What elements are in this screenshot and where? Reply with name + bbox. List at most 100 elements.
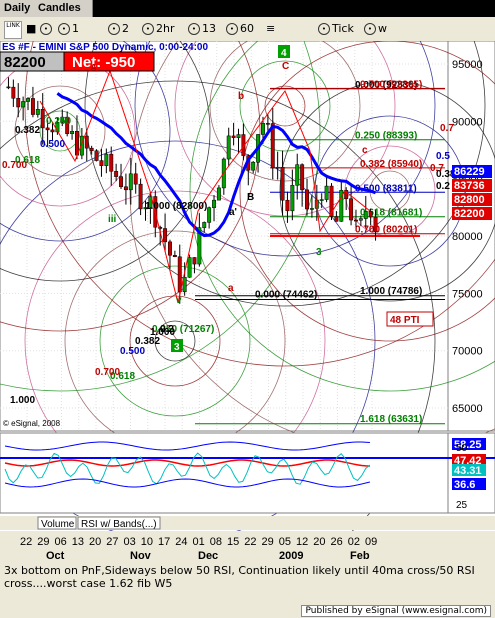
- candle-body: [138, 183, 143, 210]
- rsi-badge-label: 58.25: [454, 439, 482, 451]
- fib-level-label: 0.700 (80201): [355, 225, 417, 236]
- rsi-badge: [452, 454, 486, 466]
- chart-annotation: 0.2: [160, 324, 174, 335]
- candle-body: [309, 208, 314, 210]
- candle-body: [89, 147, 94, 151]
- rsi-upper-band: [4, 441, 370, 451]
- chart-annotation: 0.500: [120, 346, 145, 357]
- chart-annotation: a': [229, 207, 237, 218]
- x-tick-label: 27: [106, 536, 118, 548]
- candle-body: [40, 108, 45, 129]
- status-panel: 3x bottom on PnF,Sideways below 50 RSI, …: [0, 562, 495, 604]
- candle-body: [295, 164, 300, 186]
- wave3-label: 3: [174, 342, 180, 353]
- x-tick-label: 22: [244, 536, 256, 548]
- candle-body: [65, 116, 70, 134]
- rsi-badge: [452, 464, 486, 476]
- price-badge: [452, 193, 492, 206]
- chart-annotation: b: [238, 91, 244, 102]
- fib-level-label: 0.000 (74462): [255, 290, 317, 301]
- candle-body: [60, 116, 65, 123]
- x-tick-label: 24: [175, 536, 187, 548]
- x-tick-label: 01: [193, 536, 205, 548]
- chart-tab[interactable]: Daily Candles: [0, 0, 93, 17]
- candle-body: [241, 134, 246, 156]
- toolbar-circle-1[interactable]: •: [40, 21, 54, 37]
- candle-body: [300, 164, 305, 191]
- candle-body: [182, 277, 187, 293]
- chart-annotation: 0.250 (71267): [152, 324, 214, 335]
- candle-body: [70, 130, 75, 134]
- fib-circle: [0, 41, 171, 242]
- y-tick-label: 65000: [452, 403, 483, 415]
- fib-circle: [0, 41, 211, 282]
- volume-tab-label: Volume: [41, 519, 75, 530]
- fib-circle: [0, 41, 261, 332]
- volume-tab: [37, 516, 77, 530]
- fib-circle: [279, 80, 495, 302]
- fib-circle: [14, 85, 106, 177]
- candle-body: [6, 86, 11, 89]
- toolbar-label: 1: [72, 22, 79, 35]
- toolbar-interval-2hr[interactable]: • 2hr: [142, 21, 175, 37]
- y-tick-label: 75000: [452, 288, 483, 300]
- circle-icon: •: [188, 23, 200, 35]
- price-chart[interactable]: 950009000085000800007500070000650000.000…: [0, 41, 495, 562]
- candle-body: [192, 257, 197, 265]
- toolbar-chk[interactable]: ■: [26, 22, 37, 35]
- fib-circle: [154, 320, 196, 362]
- toolbar-interval-13[interactable]: • 13: [188, 21, 216, 37]
- fib-circle: [239, 41, 495, 342]
- circle-icon: •: [318, 23, 330, 35]
- candle-body: [45, 127, 50, 131]
- toolbar-interval-60[interactable]: • 60: [226, 21, 254, 37]
- price-badge-label: 83736: [454, 180, 485, 192]
- x-tick-label: 20: [89, 536, 101, 548]
- x-tick-label: 08: [210, 536, 222, 548]
- fib-circle: [99, 265, 251, 417]
- candle-body: [35, 108, 40, 115]
- x-axis-area: [0, 531, 495, 562]
- toolbar-interval-2[interactable]: • 2: [108, 21, 129, 37]
- chart-annotation: c: [362, 145, 368, 156]
- status-text: 3x bottom on PnF,Sideways below 50 RSI, …: [4, 564, 475, 590]
- candle-body: [172, 254, 177, 258]
- x-tick-label: 12: [296, 536, 308, 548]
- chart-annotation: 0.700: [2, 160, 27, 171]
- chart-annotation: 0.700: [95, 367, 120, 378]
- circle-icon: •: [58, 23, 70, 35]
- net-value: Net: -950: [72, 54, 135, 71]
- x-tick-label: 06: [55, 536, 67, 548]
- chart-annotation: v: [176, 295, 182, 306]
- candle-body: [216, 187, 221, 201]
- candle-body: [119, 176, 123, 188]
- candle-body: [99, 160, 104, 166]
- candle-body: [168, 241, 172, 256]
- candle-body: [373, 216, 378, 233]
- toolbar-interval-tick[interactable]: • Tick: [318, 21, 354, 37]
- chart-annotation: 0.618: [110, 371, 135, 382]
- link-icon[interactable]: LINK: [4, 21, 22, 39]
- fib-level-label: 0.500 (83811): [355, 183, 417, 194]
- x-tick-label: 17: [158, 536, 170, 548]
- footer: Published by eSignal (www.esignal.com): [0, 604, 495, 618]
- pti-box: [386, 311, 434, 327]
- x-tick-label: 20: [313, 536, 325, 548]
- chart-annotation: iii: [108, 214, 117, 225]
- copyright-label: © eSignal, 2008: [3, 419, 61, 428]
- chart-annotation: 0.250: [46, 116, 71, 127]
- toolbar-interval-w[interactable]: • w: [364, 21, 387, 37]
- candle-body: [212, 199, 216, 208]
- x-tick-label: 26: [331, 536, 343, 548]
- candle-body: [329, 185, 334, 217]
- chart-annotation: 0.5: [436, 151, 450, 162]
- candle-body: [354, 219, 358, 222]
- candle-body: [30, 98, 35, 115]
- candle-body: [11, 86, 16, 99]
- chart-annotation: 0.382: [135, 336, 160, 347]
- x-tick-label: 22: [20, 536, 32, 548]
- toolbar-bars-icon[interactable]: ≡: [266, 22, 276, 35]
- chart-annotation: 0.7: [430, 163, 444, 174]
- x-group-label: Dec: [198, 550, 218, 562]
- toolbar-interval-1[interactable]: • 1: [58, 21, 79, 37]
